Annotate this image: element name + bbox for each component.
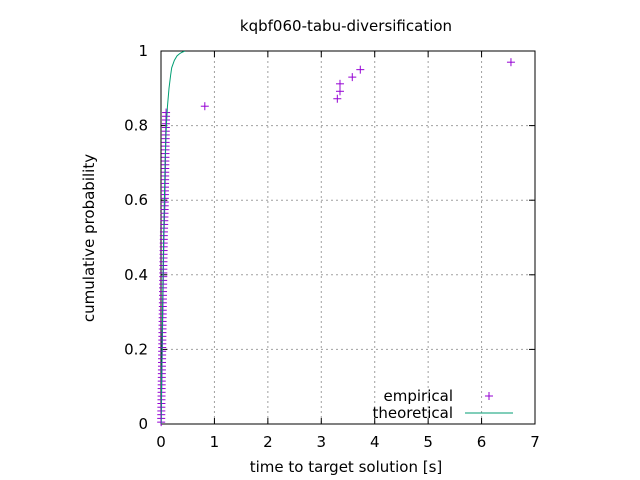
data-point [335, 87, 344, 96]
y-tick-label: 0.2 [124, 340, 148, 358]
data-point [356, 65, 365, 74]
tick-labels: 0 1 2 3 4 5 6 7 0 0.2 0.4 0.6 0.8 1 [124, 42, 540, 451]
plot-area [157, 51, 515, 427]
y-tick-label: 0.6 [124, 191, 148, 209]
legend-label: theoretical [372, 404, 453, 422]
plot-frame [160, 50, 536, 425]
legend-swatch-marker [485, 392, 493, 400]
x-axis-label: time to target solution [s] [250, 458, 443, 476]
series-line-theoretical [161, 51, 186, 424]
x-tick-label: 1 [210, 433, 220, 451]
y-tick-label: 0.8 [124, 117, 148, 135]
x-tick-label: 3 [317, 433, 327, 451]
data-point [506, 58, 515, 67]
x-tick-label: 2 [263, 433, 273, 451]
chart-title: kqbf060-tabu-diversification [240, 17, 452, 35]
y-tick-label: 1 [138, 42, 148, 60]
x-tick-label: 5 [423, 433, 433, 451]
x-tick-label: 0 [156, 433, 166, 451]
x-tick-label: 7 [530, 433, 540, 451]
y-axis-label: cumulative probability [80, 154, 98, 322]
axes [160, 50, 536, 425]
x-tick-label: 6 [477, 433, 487, 451]
data-point [162, 108, 171, 117]
y-tick-label: 0 [138, 415, 148, 433]
x-tick-label: 4 [370, 433, 380, 451]
data-point [348, 73, 357, 82]
legend-label: empirical [384, 387, 453, 405]
grid [161, 51, 535, 424]
y-tick-label: 0.4 [124, 266, 148, 284]
data-point [200, 102, 209, 111]
data-point [333, 94, 342, 103]
data-point [335, 79, 344, 88]
